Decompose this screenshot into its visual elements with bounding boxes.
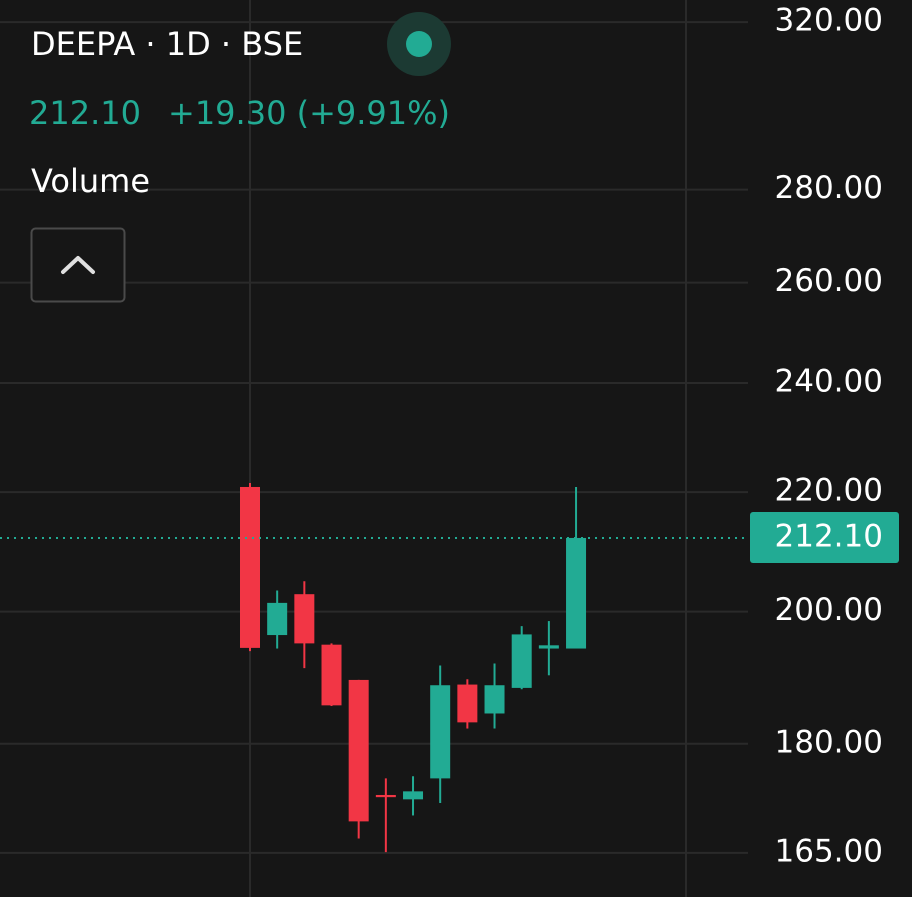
candle-body xyxy=(430,685,451,779)
y-tick-label: 320.00 xyxy=(775,3,883,39)
y-tick-label: 280.00 xyxy=(775,170,883,206)
last-price-label: 212.10 xyxy=(775,518,883,554)
y-tick-label: 240.00 xyxy=(775,363,883,399)
candle-body xyxy=(294,594,315,644)
candle-body xyxy=(240,486,260,648)
chevron-up-icon xyxy=(61,256,95,274)
status-dot xyxy=(406,31,432,57)
symbol-line: DEEPA · 1D · BSE xyxy=(31,25,303,63)
y-tick-label: 200.00 xyxy=(775,592,883,628)
candle-body xyxy=(457,684,478,723)
price: 212.10 xyxy=(29,94,141,132)
candle-body xyxy=(566,537,587,649)
candle-body xyxy=(348,679,369,822)
candle-body xyxy=(375,794,396,798)
indicator-label: Volume xyxy=(31,162,150,200)
y-tick-label: 180.00 xyxy=(775,724,883,760)
candle-body xyxy=(511,634,532,688)
plot: 165.00 180.00 200.00 220.00 240.00 260.00 280.… xyxy=(0,3,899,869)
y-tick-label: 165.00 xyxy=(775,833,883,869)
candle-body xyxy=(484,685,505,714)
candle-body xyxy=(267,602,288,636)
y-tick-label: 260.00 xyxy=(775,263,883,299)
grid xyxy=(249,0,687,897)
candle-body xyxy=(321,644,342,706)
candle-body xyxy=(403,791,424,800)
candle-body xyxy=(538,645,559,649)
collapse-button[interactable] xyxy=(30,227,126,303)
last-price-tag xyxy=(750,511,899,563)
change: +19.30 (+9.91%) xyxy=(168,94,450,132)
overlay: DEEPA · 1D · BSE 212.10 +19.30 (+9.91%) … xyxy=(29,12,451,303)
y-tick-label: 220.00 xyxy=(775,473,883,509)
